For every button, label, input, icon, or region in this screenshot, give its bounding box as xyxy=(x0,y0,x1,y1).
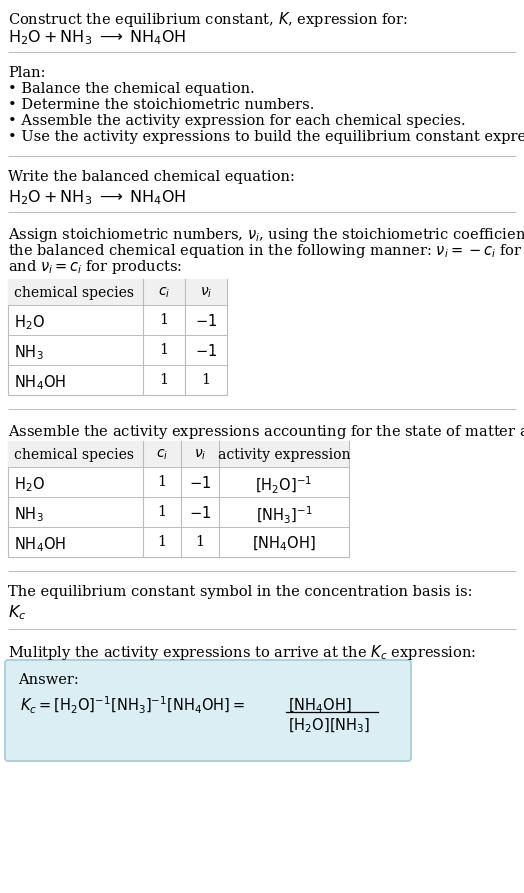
Text: • Use the activity expressions to build the equilibrium constant expression.: • Use the activity expressions to build … xyxy=(8,130,524,144)
Text: chemical species: chemical species xyxy=(14,286,134,300)
Text: and $\nu_i = c_i$ for products:: and $\nu_i = c_i$ for products: xyxy=(8,258,182,276)
Text: $-1$: $-1$ xyxy=(195,313,217,329)
Text: $\mathrm{H_2O + NH_3 \;\longrightarrow\; NH_4OH}$: $\mathrm{H_2O + NH_3 \;\longrightarrow\;… xyxy=(8,28,187,46)
Text: Mulitply the activity expressions to arrive at the $K_c$ expression:: Mulitply the activity expressions to arr… xyxy=(8,643,476,662)
Text: $\nu_i$: $\nu_i$ xyxy=(200,286,212,300)
Text: $\mathrm{H_2O}$: $\mathrm{H_2O}$ xyxy=(14,475,45,494)
Text: $\mathrm{H_2O}$: $\mathrm{H_2O}$ xyxy=(14,313,45,331)
Text: 1: 1 xyxy=(201,373,211,387)
Text: $[\mathrm{NH_4OH}]$: $[\mathrm{NH_4OH}]$ xyxy=(288,697,352,715)
Text: $[\mathrm{H_2O}]^{-1}$: $[\mathrm{H_2O}]^{-1}$ xyxy=(255,475,313,497)
Bar xyxy=(8,441,349,467)
Text: $\nu_i$: $\nu_i$ xyxy=(194,448,206,463)
Text: Construct the equilibrium constant, $K$, expression for:: Construct the equilibrium constant, $K$,… xyxy=(8,10,408,29)
Text: $\mathrm{NH_4OH}$: $\mathrm{NH_4OH}$ xyxy=(14,535,66,554)
Text: • Balance the chemical equation.: • Balance the chemical equation. xyxy=(8,82,255,96)
Text: $\mathrm{NH_3}$: $\mathrm{NH_3}$ xyxy=(14,343,43,362)
Text: $\mathrm{NH_3}$: $\mathrm{NH_3}$ xyxy=(14,505,43,523)
Bar xyxy=(8,441,349,557)
Bar xyxy=(8,279,227,305)
Text: $[\mathrm{H_2O}][\mathrm{NH_3}]$: $[\mathrm{H_2O}][\mathrm{NH_3}]$ xyxy=(288,717,370,736)
Text: $K_c = [\mathrm{H_2O}]^{-1}[\mathrm{NH_3}]^{-1}[\mathrm{NH_4OH}] = $: $K_c = [\mathrm{H_2O}]^{-1}[\mathrm{NH_3… xyxy=(20,695,245,716)
Text: $-1$: $-1$ xyxy=(195,343,217,359)
Bar xyxy=(8,279,227,395)
Text: Write the balanced chemical equation:: Write the balanced chemical equation: xyxy=(8,170,295,184)
Text: Answer:: Answer: xyxy=(18,673,79,687)
Text: the balanced chemical equation in the following manner: $\nu_i = -c_i$ for react: the balanced chemical equation in the fo… xyxy=(8,242,524,260)
Text: $K_c$: $K_c$ xyxy=(8,603,26,622)
Text: $[\mathrm{NH_4OH}]$: $[\mathrm{NH_4OH}]$ xyxy=(252,535,316,554)
Text: 1: 1 xyxy=(157,475,167,489)
Text: $c_i$: $c_i$ xyxy=(158,286,170,300)
Text: $[\mathrm{NH_3}]^{-1}$: $[\mathrm{NH_3}]^{-1}$ xyxy=(256,505,312,526)
Text: $\mathrm{NH_4OH}$: $\mathrm{NH_4OH}$ xyxy=(14,373,66,392)
Text: $-1$: $-1$ xyxy=(189,505,211,521)
Text: 1: 1 xyxy=(159,313,169,327)
Text: • Assemble the activity expression for each chemical species.: • Assemble the activity expression for e… xyxy=(8,114,466,128)
Text: Assemble the activity expressions accounting for the state of matter and $\nu_i$: Assemble the activity expressions accoun… xyxy=(8,423,524,441)
Text: • Determine the stoichiometric numbers.: • Determine the stoichiometric numbers. xyxy=(8,98,314,112)
Text: 1: 1 xyxy=(159,373,169,387)
FancyBboxPatch shape xyxy=(5,660,411,761)
Text: Assign stoichiometric numbers, $\nu_i$, using the stoichiometric coefficients, $: Assign stoichiometric numbers, $\nu_i$, … xyxy=(8,226,524,244)
Text: 1: 1 xyxy=(159,343,169,357)
Text: $c_i$: $c_i$ xyxy=(156,448,168,463)
Text: $\mathrm{H_2O + NH_3 \;\longrightarrow\; NH_4OH}$: $\mathrm{H_2O + NH_3 \;\longrightarrow\;… xyxy=(8,188,187,206)
Text: Plan:: Plan: xyxy=(8,66,46,80)
Text: chemical species: chemical species xyxy=(14,448,134,462)
Text: activity expression: activity expression xyxy=(218,448,350,462)
Text: 1: 1 xyxy=(195,535,204,549)
Text: The equilibrium constant symbol in the concentration basis is:: The equilibrium constant symbol in the c… xyxy=(8,585,473,599)
Text: $-1$: $-1$ xyxy=(189,475,211,491)
Text: 1: 1 xyxy=(157,535,167,549)
Text: 1: 1 xyxy=(157,505,167,519)
